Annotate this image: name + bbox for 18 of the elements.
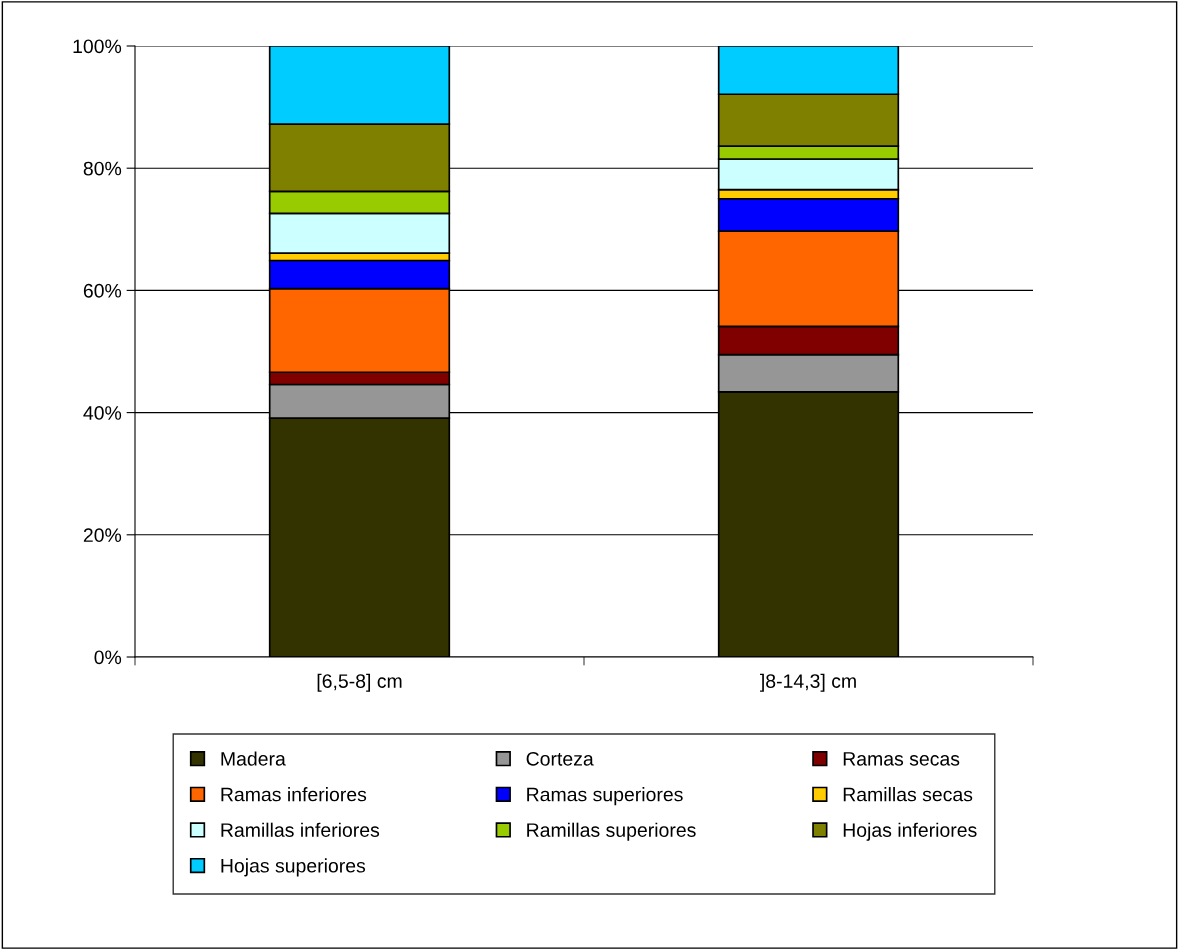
legend-label: Hojas superiores xyxy=(221,858,366,877)
legend-label: Corteza xyxy=(526,751,594,766)
y-tick-label: 40% xyxy=(83,406,122,420)
y-tick-label: 60% xyxy=(83,283,122,298)
legend-label: Ramillas inferiores xyxy=(221,822,380,837)
y-tick-label: 20% xyxy=(83,528,122,543)
legend-label: Ramas inferiores xyxy=(221,787,367,802)
x-tick-label: ]8-14,3] cm xyxy=(760,673,856,692)
y-tick-label: 100% xyxy=(73,39,122,54)
y-tick-label: 0% xyxy=(94,650,122,665)
x-tick-label: [6,5-8] cm xyxy=(317,673,402,692)
legend-label: Madera xyxy=(221,751,286,766)
y-tick-label: 80% xyxy=(83,161,122,176)
legend-label: Ramillas superiores xyxy=(527,822,696,841)
legend-label: Ramas secas xyxy=(843,752,960,766)
legend-label: Hojas inferiores xyxy=(843,822,977,841)
legend-label: Ramillas secas xyxy=(843,787,973,802)
legend-label: Ramas superiores xyxy=(527,787,683,806)
